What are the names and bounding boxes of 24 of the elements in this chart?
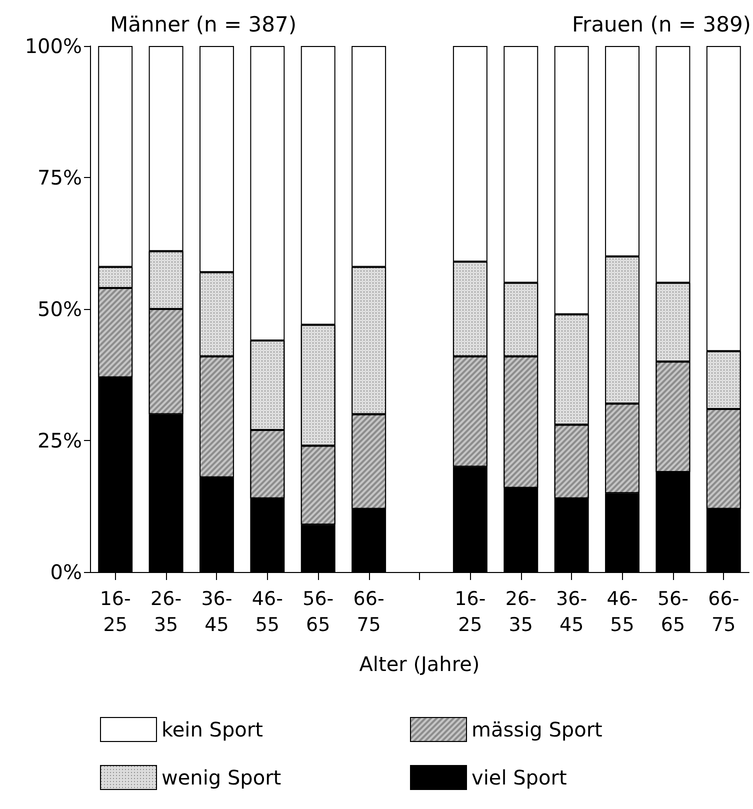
y-tick-label: 100% — [24, 34, 82, 58]
x-tick-label: 66- 75 — [353, 588, 384, 636]
x-tick-label: 26- 35 — [505, 588, 536, 636]
x-tick-label: 26- 35 — [150, 588, 182, 636]
text: Männer (n = 387) — [110, 12, 297, 36]
x-tick-label: 56- 65 — [657, 588, 688, 636]
x-tick-label: 36- 45 — [201, 588, 232, 636]
y-tick-label: 0% — [50, 560, 82, 584]
x-tick-label: 46- 55 — [606, 588, 638, 636]
x-axis-title: Alter (Jahre) — [359, 652, 480, 676]
legend-label: wenig Sport — [162, 766, 282, 790]
legend-label: mässig Sport — [472, 718, 603, 742]
legend-label: kein Sport — [162, 718, 264, 742]
x-tick-label: 56- 65 — [302, 588, 334, 636]
x-tick-label: 16- 25 — [454, 588, 486, 636]
y-tick-label: 25% — [38, 428, 82, 452]
x-tick-label: 66- 75 — [708, 588, 740, 636]
x-tick-label: 46- 55 — [252, 588, 283, 636]
legend-label: viel Sport — [472, 766, 567, 790]
x-tick-label: 36- 45 — [556, 588, 588, 636]
text: Frauen (n = 389) — [572, 12, 752, 36]
y-tick-label: 75% — [38, 166, 82, 190]
y-tick-label: 50% — [38, 297, 82, 321]
x-tick-label: 16- 25 — [100, 588, 131, 636]
